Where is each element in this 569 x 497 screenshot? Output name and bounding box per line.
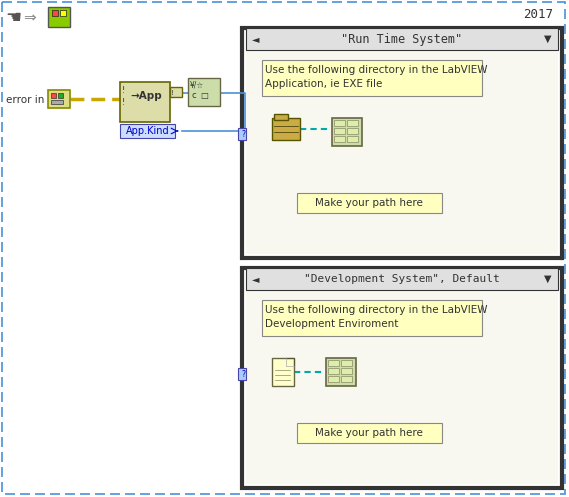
Text: "Run Time System": "Run Time System" — [341, 32, 463, 46]
Bar — [246, 50, 558, 254]
Text: Make your path here: Make your path here — [315, 198, 423, 208]
Text: !: ! — [171, 90, 174, 96]
Bar — [262, 300, 482, 336]
Text: ?: ? — [241, 369, 245, 379]
Bar — [328, 376, 339, 382]
Bar — [48, 90, 70, 108]
Bar — [246, 268, 558, 290]
Text: !: ! — [122, 85, 125, 94]
Text: Use the following directory in the LabVIEW: Use the following directory in the LabVI… — [265, 65, 488, 75]
Bar — [170, 87, 182, 97]
Bar — [246, 290, 558, 484]
Text: Development Enviroment: Development Enviroment — [265, 319, 398, 329]
Bar — [272, 358, 294, 386]
Text: →App: →App — [130, 91, 162, 101]
Bar — [297, 423, 442, 443]
Text: c: c — [192, 90, 197, 99]
Bar — [52, 10, 58, 16]
Bar — [341, 376, 352, 382]
Bar — [48, 7, 70, 27]
Bar — [341, 368, 352, 374]
Bar — [238, 368, 246, 380]
Bar — [328, 368, 339, 374]
Bar — [238, 128, 246, 140]
Bar — [51, 100, 63, 104]
Bar — [188, 78, 220, 106]
Text: error in: error in — [6, 95, 44, 105]
Text: App.Kind: App.Kind — [126, 126, 170, 136]
Bar — [262, 60, 482, 96]
Bar — [272, 118, 300, 140]
Bar — [274, 114, 288, 120]
Bar — [334, 136, 345, 142]
Text: ⇒: ⇒ — [23, 10, 36, 25]
Bar — [347, 128, 358, 134]
Bar — [58, 93, 63, 98]
Text: ◄: ◄ — [252, 34, 259, 44]
Text: !: ! — [122, 97, 125, 106]
Bar — [334, 120, 345, 126]
Text: ¥/☆: ¥/☆ — [190, 81, 204, 89]
Text: ?: ? — [241, 130, 245, 139]
Bar — [242, 268, 562, 488]
Text: □: □ — [200, 90, 208, 99]
Bar — [246, 28, 558, 50]
Bar — [60, 10, 66, 16]
Bar — [347, 136, 358, 142]
Text: Application, ie EXE file: Application, ie EXE file — [265, 79, 382, 89]
Bar — [347, 120, 358, 126]
Text: "Development System", Default: "Development System", Default — [304, 274, 500, 284]
Text: ▼: ▼ — [544, 274, 551, 284]
Bar — [326, 358, 356, 386]
Text: Make your path here: Make your path here — [315, 428, 423, 438]
Bar — [328, 360, 339, 366]
Text: ☚: ☚ — [5, 9, 21, 27]
Text: ◄: ◄ — [252, 274, 259, 284]
Bar — [334, 128, 345, 134]
Bar — [120, 82, 170, 122]
Text: Use the following directory in the LabVIEW: Use the following directory in the LabVI… — [265, 305, 488, 315]
Bar — [332, 118, 362, 146]
Bar — [51, 93, 56, 98]
Bar — [297, 193, 442, 213]
Text: ▼: ▼ — [544, 34, 551, 44]
Bar — [242, 28, 562, 258]
Bar — [120, 124, 175, 138]
Bar — [341, 360, 352, 366]
Text: 2017: 2017 — [523, 7, 553, 20]
